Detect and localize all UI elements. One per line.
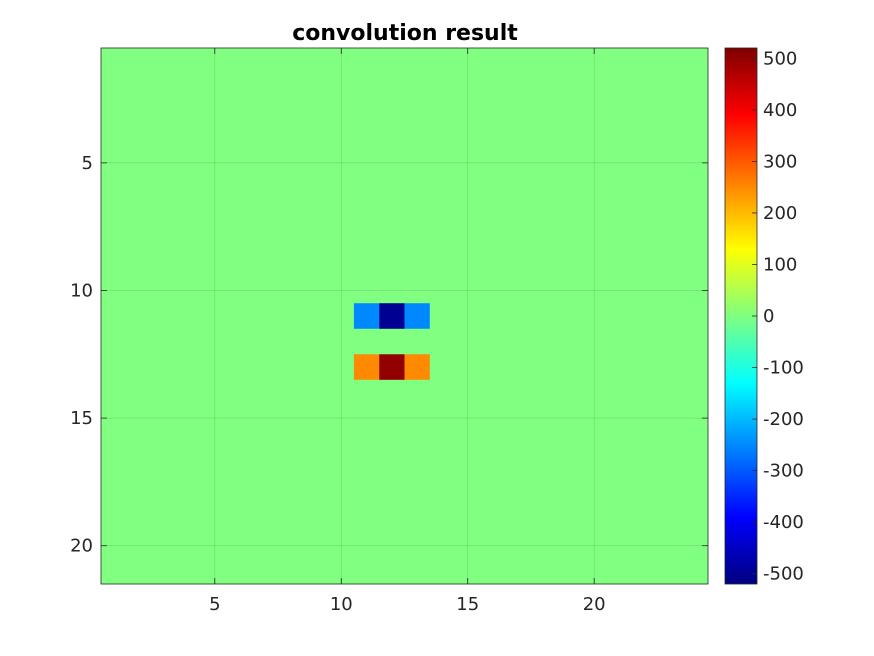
colorbar-gradient (724, 47, 758, 585)
colorbar-tick-label: -400 (763, 512, 804, 533)
y-tick-label: 5 (82, 153, 93, 174)
x-tick-label: 5 (209, 594, 220, 615)
colorbar-tick-label: -500 (763, 564, 804, 585)
axes-box (100, 47, 709, 585)
colorbar-tick-label: -200 (763, 409, 804, 430)
y-tick-label: 20 (70, 536, 93, 557)
colorbar-tick-label: 500 (763, 48, 797, 69)
y-tick-label: 15 (70, 408, 93, 429)
colorbar-tick-label: 200 (763, 203, 797, 224)
heatmap-cell (353, 354, 380, 380)
colorbar-tick-label: 300 (763, 151, 797, 172)
heatmap-cell (353, 303, 380, 329)
heatmap-cell (379, 354, 405, 380)
colorbar-tick-label: 0 (763, 306, 774, 327)
heatmap-cell (404, 354, 430, 380)
x-axis: 5 10 15 20 (209, 48, 606, 615)
x-tick-label: 20 (583, 594, 606, 615)
chart-title: convolution result (292, 21, 518, 46)
x-tick-label: 15 (456, 594, 479, 615)
heatmap-cell (379, 303, 405, 329)
heatmap-cell (404, 303, 430, 329)
colorbar-tick-label: 100 (763, 254, 797, 275)
colorbar-tick-label: 400 (763, 100, 797, 121)
y-axis: 5 10 15 20 (70, 153, 708, 557)
plot-area (100, 47, 709, 585)
colorbar-tick-label: -300 (763, 461, 804, 482)
colorbar-tick-label: -100 (763, 358, 804, 379)
colorbar: 500 400 300 200 100 0 -100 -200 -300 -400 -500 (724, 47, 804, 585)
x-tick-label: 10 (330, 594, 353, 615)
y-tick-label: 10 (70, 280, 93, 301)
